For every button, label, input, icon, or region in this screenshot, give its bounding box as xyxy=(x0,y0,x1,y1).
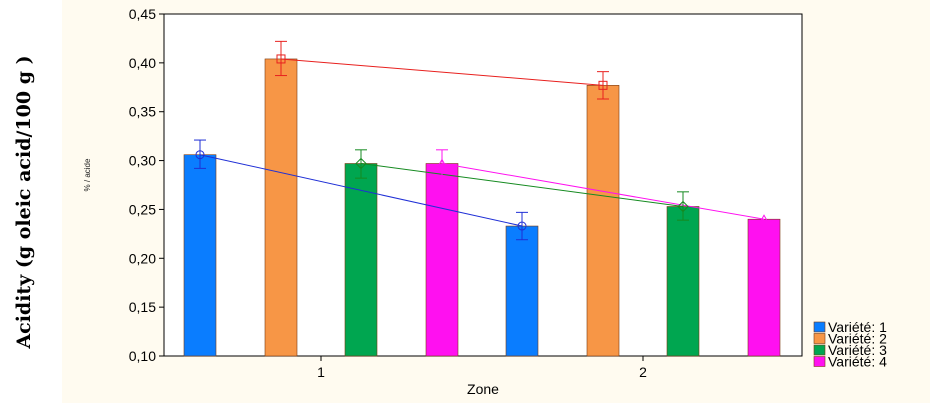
y-tick-label: 0,30 xyxy=(129,153,156,169)
x-tick-label: 2 xyxy=(639,364,647,380)
legend-swatch-1 xyxy=(813,321,826,333)
point-1-zone-2 xyxy=(517,221,527,231)
trend-line-3 xyxy=(360,163,684,207)
y-tick-label: 0,15 xyxy=(129,299,156,315)
y-tick-label: 0,25 xyxy=(129,201,156,217)
y-tick-label: 0,20 xyxy=(129,250,156,266)
y-axis-label: % / acide xyxy=(83,158,92,191)
y-tick-label: 0,10 xyxy=(129,348,156,364)
outer-y-axis-label: Acidity (g oleic acid/100 g ) xyxy=(13,54,35,349)
y-tick-label: 0,40 xyxy=(129,55,156,71)
bar-1-zone-1 xyxy=(183,154,217,357)
legend-label-4: Variété: 4 xyxy=(828,354,887,370)
legend-label-2: Variété: 2 xyxy=(828,331,887,347)
point-4-zone-1 xyxy=(437,158,447,168)
bar-2-zone-2 xyxy=(586,85,620,357)
bar-4-zone-2 xyxy=(747,218,781,357)
bar-chart: 0,10 0,15 0,20 0,25 0,30 0,35 0,40 0,45 1 2 Zone % … xyxy=(83,6,887,397)
legend-swatch-2 xyxy=(813,333,826,344)
x-axis-label: Zone xyxy=(467,381,499,397)
legend-label-3: Variété: 3 xyxy=(828,342,887,358)
y-tick-label: 0,45 xyxy=(129,6,156,22)
bar-2-zone-1 xyxy=(264,58,298,357)
trend-line-2 xyxy=(280,58,604,86)
point-3-zone-2 xyxy=(677,200,689,213)
bar-1-zone-2 xyxy=(505,225,539,357)
point-1-zone-1 xyxy=(195,150,205,160)
chart-panel: 0,10 0,15 0,20 0,25 0,30 0,35 0,40 0,45 1 2 Zone % … xyxy=(62,0,930,403)
x-tick-label: 1 xyxy=(317,364,325,380)
point-4-zone-2 xyxy=(759,214,769,223)
plot-area xyxy=(163,13,803,357)
legend-swatch-4 xyxy=(813,356,826,367)
trend-line-4 xyxy=(441,163,765,220)
legend-swatch-3 xyxy=(813,344,826,356)
point-2-zone-1 xyxy=(276,54,286,64)
outer-y-axis-label-container: Acidity (g oleic acid/100 g ) xyxy=(4,0,44,403)
point-2-zone-2 xyxy=(598,80,608,90)
trend-line-1 xyxy=(199,154,523,227)
y-tick-label: 0,35 xyxy=(129,104,156,120)
point-3-zone-1 xyxy=(355,157,367,170)
bar-3-zone-2 xyxy=(666,206,700,357)
bar-4-zone-1 xyxy=(425,163,459,357)
legend-label-1: Variété: 1 xyxy=(828,319,887,335)
